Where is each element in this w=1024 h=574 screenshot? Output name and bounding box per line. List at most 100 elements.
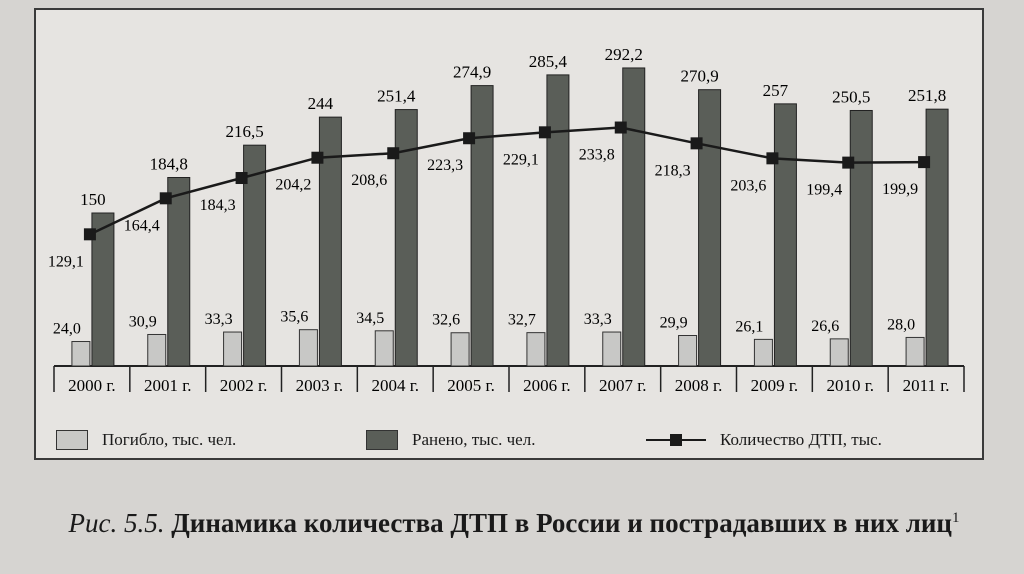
bar-label-killed: 26,1 [735, 318, 763, 335]
bar-killed [71, 341, 91, 367]
line-label-accidents: 223,3 [427, 157, 463, 174]
line-marker-accidents [614, 121, 627, 134]
x-tick-label: 2003 г. [296, 376, 344, 395]
line-marker-accidents [159, 192, 172, 205]
bar-label-killed: 28,0 [887, 316, 915, 333]
line-label-accidents: 204,2 [275, 177, 311, 194]
line-marker-accidents [463, 132, 476, 145]
bar-label-injured: 292,2 [605, 45, 643, 64]
chart-plot: 2000 г. 2001 г. 2002 г. 2003 г. 2004 г. 2005 … [48, 45, 965, 395]
line-label-accidents: 184,3 [200, 197, 236, 214]
line-marker-accidents [842, 156, 855, 169]
bar-killed [678, 335, 698, 367]
line-label-accidents: 208,6 [351, 172, 387, 189]
line-marker-accidents [766, 152, 779, 165]
x-tick-label: 2009 г. [751, 376, 799, 395]
bar-killed [602, 331, 622, 367]
line-label-accidents: 199,9 [882, 181, 918, 198]
line-marker-accidents [538, 126, 551, 139]
bar-label-killed: 32,7 [508, 312, 536, 329]
line-marker-accidents [235, 172, 248, 185]
x-tick-label: 2000 г. [68, 376, 116, 395]
x-tick-label: 2004 г. [371, 376, 419, 395]
bar-label-injured: 184,8 [150, 155, 188, 174]
bar-label-injured: 251,8 [908, 86, 946, 105]
x-tick-label: 2002 г. [220, 376, 268, 395]
bar-injured [91, 212, 115, 367]
bar-label-injured: 244 [308, 94, 334, 113]
bar-killed [829, 338, 849, 367]
bar-injured [546, 74, 570, 367]
bar-injured [622, 67, 646, 367]
bar-label-injured: 274,9 [453, 63, 491, 82]
figure-title: Динамика количества ДТП в России и постр… [171, 508, 959, 538]
bar-label-killed: 33,3 [205, 311, 233, 328]
line-marker-accidents [311, 151, 324, 164]
line-marker-accidents [83, 228, 96, 241]
bar-label-injured: 216,5 [225, 122, 263, 141]
bar-label-injured: 285,4 [529, 52, 568, 71]
line-marker-accidents [918, 156, 931, 169]
line-accidents [89, 126, 925, 236]
bar-label-killed: 26,6 [811, 318, 839, 335]
legend-swatch-injured [366, 430, 398, 450]
figure-caption: Рис. 5.5. Динамика количества ДТП в Росс… [34, 500, 994, 541]
bar-label-injured: 251,4 [377, 87, 416, 106]
line-label-accidents: 129,1 [48, 253, 84, 270]
bar-killed [374, 330, 394, 367]
bar-label-killed: 35,6 [280, 309, 308, 326]
line-label-accidents: 218,3 [655, 162, 691, 179]
figure-title-text: Динамика количества ДТП в России и постр… [171, 508, 952, 538]
bar-killed [526, 332, 546, 367]
line-label-accidents: 164,4 [124, 217, 160, 234]
bar-injured [698, 89, 722, 367]
x-tick-label: 2007 г. [599, 376, 647, 395]
bar-injured [167, 177, 191, 367]
legend-item-injured: Ранено, тыс. чел. [366, 430, 535, 450]
legend-label-injured: Ранено, тыс. чел. [412, 430, 536, 449]
chart-legend: Погибло, тыс. чел. Ранено, тыс. чел. Кол… [36, 420, 982, 454]
legend-swatch-killed [56, 430, 88, 450]
legend-item-killed: Погибло, тыс. чел. [56, 430, 236, 450]
footnote-mark: 1 [952, 510, 960, 526]
legend-label-killed: Погибло, тыс. чел. [102, 430, 237, 449]
bar-injured [849, 109, 873, 367]
line-marker-accidents [690, 137, 703, 150]
bar-killed [905, 336, 925, 367]
line-label-accidents: 199,4 [806, 182, 842, 199]
line-label-accidents: 233,8 [579, 147, 615, 164]
bar-killed [298, 329, 318, 367]
bar-injured [318, 116, 342, 367]
x-tick-label: 2011 г. [903, 376, 950, 395]
bar-label-killed: 29,9 [660, 315, 688, 332]
bar-label-killed: 33,3 [584, 311, 612, 328]
bar-injured [925, 108, 949, 367]
legend-line-accidents [646, 431, 706, 449]
x-tick-label: 2001 г. [144, 376, 192, 395]
bar-label-injured: 257 [763, 81, 789, 100]
bar-label-killed: 30,9 [129, 313, 157, 330]
line-label-accidents: 203,6 [730, 177, 766, 194]
bar-killed [450, 332, 470, 367]
x-tick-label: 2006 г. [523, 376, 571, 395]
legend-label-accidents: Количество ДТП, тыс. [720, 430, 882, 449]
figure-label: Рис. 5.5. [68, 508, 165, 538]
bar-injured [243, 144, 267, 367]
chart-frame: 2000 г. 2001 г. 2002 г. 2003 г. 2004 г. 2005 … [34, 8, 984, 460]
x-tick-label: 2010 г. [826, 376, 874, 395]
bar-label-killed: 32,6 [432, 312, 460, 329]
bar-label-injured: 150 [80, 190, 106, 209]
bar-label-injured: 270,9 [680, 67, 718, 86]
bar-killed [147, 333, 167, 367]
bar-killed [223, 331, 243, 367]
bar-label-killed: 24,0 [53, 321, 81, 338]
legend-item-accidents: Количество ДТП, тыс. [646, 430, 882, 450]
x-tick-label: 2005 г. [447, 376, 495, 395]
line-marker-accidents [387, 147, 400, 160]
bar-killed [753, 338, 773, 367]
x-tick-label: 2008 г. [675, 376, 723, 395]
bar-injured [470, 85, 494, 367]
bar-label-killed: 34,5 [356, 310, 384, 327]
line-label-accidents: 229,1 [503, 151, 539, 168]
